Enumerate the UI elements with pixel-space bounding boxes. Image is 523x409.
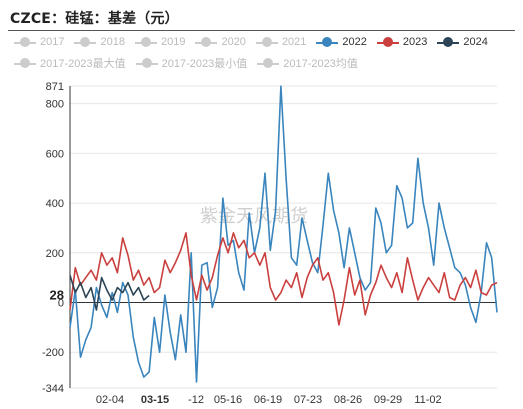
series-line-2023 [69, 232, 498, 326]
legend-marker-icon [437, 37, 460, 47]
legend-label: 2017 [40, 36, 65, 48]
legend-item-2022[interactable]: 2022 [316, 36, 367, 48]
y-tick-label: 0 [58, 297, 64, 309]
y-tick-label: 200 [46, 248, 64, 260]
y-tick-label: 800 [46, 99, 64, 111]
y-tick-label: 600 [46, 148, 64, 160]
legend-marker-icon [14, 58, 36, 68]
legend-label: 2019 [160, 36, 186, 48]
legend-marker-icon [135, 58, 158, 68]
x-tick-label: 07-23 [294, 394, 322, 406]
title-divider [8, 30, 515, 31]
legend-marker-icon [14, 37, 36, 47]
legend-label: 2017-2023最大值 [40, 58, 126, 70]
watermark: 紫金天风期货 [200, 206, 308, 227]
legend-item-2019[interactable]: 2019 [134, 36, 186, 48]
x-tick-label: 08-26 [334, 394, 362, 406]
chart-title: CZCE：硅锰：基差（元） [10, 11, 179, 27]
legend-label: 2024 [463, 36, 488, 48]
x-axis-tick-labels: 02-04 03-15 -12 05-16 06-19 07-23 08-26 09-29 11… [96, 394, 442, 406]
y-tick-label: -344 [42, 383, 64, 395]
legend-item-2017-2023[interactable]: 2017-2023最小值 [135, 55, 248, 71]
legend-label: 2018 [100, 36, 125, 48]
x-tick-label: 02-04 [96, 394, 124, 406]
legend-label: 2020 [221, 36, 246, 48]
legend-label: 2021 [281, 36, 307, 48]
legend-marker-icon [316, 37, 339, 47]
y-tick-label: 871 [46, 81, 64, 93]
legend-item-2024[interactable]: 2024 [437, 36, 488, 48]
legend-marker-icon [134, 37, 157, 47]
grid-lines [69, 85, 497, 389]
legend-item-2017-2023[interactable]: 2017-2023最大值 [14, 55, 126, 71]
legend-marker-icon [255, 37, 278, 47]
legend-label: 2023 [402, 36, 428, 48]
y-axis-tick-labels: 871 800 600 400 200 0 -200 -344 [42, 81, 64, 395]
series-line-2024 [69, 274, 150, 311]
x-tick-label: -12 [188, 394, 204, 406]
x-tick-label: 11-02 [414, 394, 441, 406]
legend-marker-icon [74, 37, 97, 47]
legend-item-2017-2023[interactable]: 2017-2023均值 [257, 55, 358, 71]
legend-marker-icon [195, 37, 218, 47]
legend-item-2020[interactable]: 2020 [195, 36, 246, 48]
series-lines [69, 85, 498, 383]
y-tick-label: 400 [46, 198, 64, 210]
legend-label: 2017-2023均值 [283, 58, 358, 70]
legend-label: 2022 [342, 36, 367, 48]
y-tick-label: -200 [42, 347, 64, 359]
legend-row-years: 2017 2018 2019 2020 2021 2022 2023 2024 [14, 36, 498, 48]
legend-item-2023[interactable]: 2023 [376, 36, 428, 48]
x-tick-label: 03-15 [141, 394, 169, 406]
legend-marker-icon [376, 37, 399, 47]
legend-item-2021[interactable]: 2021 [255, 36, 307, 48]
x-tick-label: 09-29 [374, 394, 402, 406]
legend-item-2018[interactable]: 2018 [74, 36, 125, 48]
highlight-y-label: 28 [50, 288, 64, 303]
crosshair-labels: 28 [50, 288, 64, 303]
legend-marker-icon [257, 58, 280, 68]
series-line-2022 [69, 85, 498, 383]
legend-label: 2017-2023最小值 [161, 58, 248, 70]
x-tick-label: 06-19 [254, 394, 282, 406]
x-tick-label: 05-16 [214, 394, 242, 406]
legend-item-2017[interactable]: 2017 [14, 36, 64, 48]
legend-row-stats: 2017-2023最大值 2017-2023最小值 2017-2023均值 [14, 55, 368, 71]
